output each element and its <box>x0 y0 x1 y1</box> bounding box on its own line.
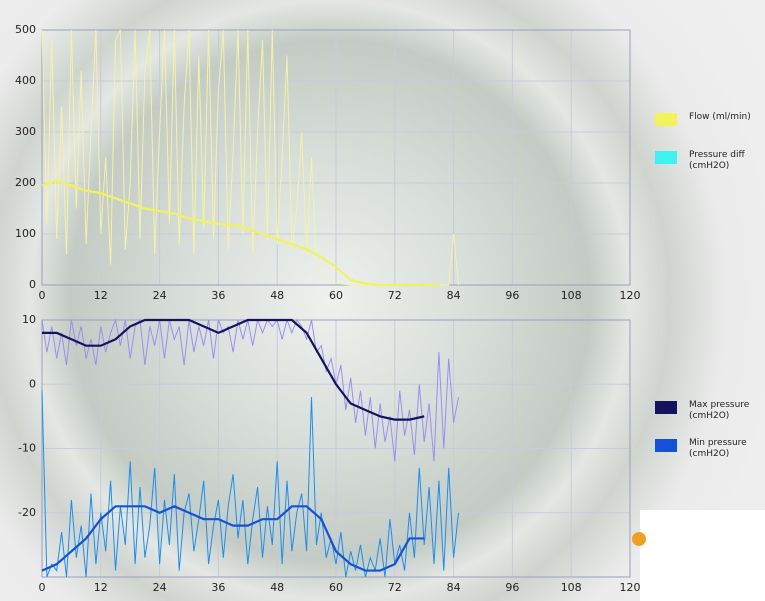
y-tick-label: -20 <box>18 506 36 519</box>
x-tick-label: 120 <box>620 289 641 302</box>
y-tick-label: 200 <box>15 176 36 189</box>
x-tick-label: 48 <box>270 581 284 594</box>
series-line <box>42 30 459 285</box>
x-tick-label: 0 <box>39 289 46 302</box>
legend-entry: Min pressure (cmH2O) <box>655 438 765 460</box>
x-tick-label: 12 <box>94 289 108 302</box>
x-tick-label: 24 <box>153 289 167 302</box>
y-tick-label: 10 <box>22 313 36 326</box>
series-line <box>42 320 459 461</box>
x-tick-label: 12 <box>94 581 108 594</box>
x-tick-label: 96 <box>505 581 519 594</box>
x-tick-label: 60 <box>329 581 343 594</box>
white-panel <box>640 510 765 601</box>
y-tick-label: 100 <box>15 227 36 240</box>
legend-swatch <box>655 113 677 126</box>
legend-swatch <box>655 401 677 414</box>
x-tick-label: 48 <box>270 289 284 302</box>
legend-label: Pressure diff (cmH2O) <box>689 150 745 171</box>
legend-entry: Pressure diff (cmH2O) <box>655 150 765 172</box>
legend-label: Min pressure (cmH2O) <box>689 438 747 459</box>
x-tick-label: 24 <box>153 581 167 594</box>
x-tick-label: 60 <box>329 289 343 302</box>
x-tick-label: 120 <box>620 581 641 594</box>
x-tick-label: 84 <box>447 581 461 594</box>
x-tick-label: 108 <box>561 289 582 302</box>
legend-swatch <box>655 439 677 452</box>
series-line <box>42 180 439 285</box>
x-tick-label: 108 <box>561 581 582 594</box>
y-tick-label: 0 <box>29 377 36 390</box>
x-tick-label: 0 <box>39 581 46 594</box>
series-line <box>42 506 424 570</box>
x-tick-label: 72 <box>388 581 402 594</box>
y-tick-label: 400 <box>15 74 36 87</box>
x-tick-label: 72 <box>388 289 402 302</box>
x-tick-label: 84 <box>447 289 461 302</box>
y-tick-label: 300 <box>15 125 36 138</box>
legend-label: Max pressure (cmH2O) <box>689 400 749 421</box>
legend-entry: Flow (ml/min) <box>655 112 765 123</box>
app-window: 010020030040050001224364860728496108120-… <box>0 0 765 601</box>
status-dot <box>632 532 646 546</box>
y-tick-label: -10 <box>18 442 36 455</box>
legend-entry: Max pressure (cmH2O) <box>655 400 765 422</box>
legend-label: Flow (ml/min) <box>689 112 751 122</box>
x-tick-label: 36 <box>211 581 225 594</box>
x-tick-label: 36 <box>211 289 225 302</box>
y-tick-label: 500 <box>15 23 36 36</box>
y-tick-label: 0 <box>29 278 36 291</box>
legend-swatch <box>655 151 677 164</box>
x-tick-label: 96 <box>505 289 519 302</box>
